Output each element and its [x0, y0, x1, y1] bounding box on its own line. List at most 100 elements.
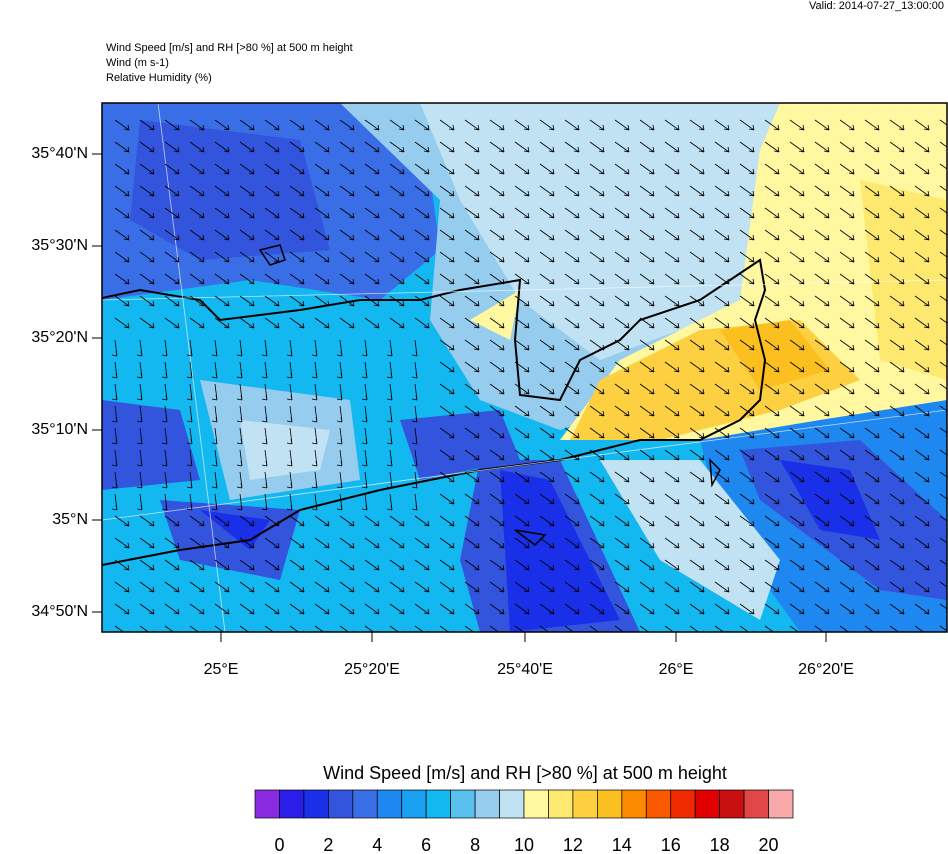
wind-arrow [114, 537, 130, 549]
wind-arrow [664, 317, 680, 329]
wind-arrow [939, 339, 947, 346]
wind-arrow [364, 559, 380, 571]
colorbar-box [719, 789, 745, 819]
wind-arrow [236, 361, 243, 379]
wind-arrow [914, 493, 930, 505]
wind-arrow [139, 251, 155, 263]
wind-arrow [514, 559, 530, 571]
wind-arrow [339, 119, 355, 131]
wind-arrow [364, 295, 380, 307]
wind-arrow [389, 273, 405, 285]
wind-arrow [864, 603, 880, 615]
wind-arrow [839, 559, 855, 571]
wind-arrow [589, 603, 605, 615]
wind-arrow [689, 515, 705, 527]
wind-arrow [411, 339, 418, 357]
wind-arrow [239, 163, 255, 175]
wind-arrow [614, 427, 630, 439]
wind-arrow [439, 449, 455, 461]
wind-arrow [514, 603, 530, 615]
colorbar-label: 10 [514, 835, 534, 854]
wind-arrow [439, 273, 455, 285]
wind-arrow [464, 251, 480, 263]
wind-arrow [264, 559, 280, 571]
wind-arrow [264, 295, 280, 307]
colorbar-box [694, 789, 720, 819]
wind-arrow [364, 581, 380, 593]
wind-arrow [639, 361, 655, 373]
wind-arrow [186, 361, 193, 379]
wind-arrow [514, 361, 530, 373]
wind-arrow [261, 361, 268, 379]
wind-arrow [489, 229, 505, 241]
wind-arrow [386, 449, 393, 467]
wind-arrow [114, 251, 130, 263]
wind-arrow [739, 163, 755, 175]
wind-arrow [864, 185, 880, 197]
wind-arrow [186, 471, 193, 489]
wind-arrow [136, 471, 143, 489]
wind-arrow [689, 603, 705, 615]
colorbar-label: 12 [563, 835, 583, 854]
wind-arrow [111, 339, 118, 357]
wind-arrow [314, 581, 330, 593]
wind-arrow [664, 449, 680, 461]
wind-arrow [714, 295, 730, 307]
wind-arrow [439, 251, 455, 263]
wind-arrow [214, 603, 230, 615]
wind-arrow [764, 119, 780, 131]
wind-arrow [489, 163, 505, 175]
wind-arrow [336, 493, 343, 511]
wind-arrow [714, 537, 730, 549]
wind-arrow [364, 185, 380, 197]
wind-arrow [214, 273, 230, 285]
wind-arrow [114, 317, 130, 329]
wind-arrow [136, 427, 143, 445]
wind-arrow [214, 559, 230, 571]
wind-arrow [414, 559, 430, 571]
wind-arrow [514, 119, 530, 131]
wind-arrow [664, 471, 680, 483]
wind-arrow [539, 471, 555, 483]
wind-arrow [689, 427, 705, 439]
wind-arrow [336, 383, 343, 401]
wind-arrow [111, 427, 118, 445]
colorbar-box [523, 789, 549, 819]
wind-arrow [539, 317, 555, 329]
wind-arrow [764, 581, 780, 593]
wind-arrow [114, 515, 130, 527]
wind-arrow [261, 383, 268, 401]
wind-arrow [414, 581, 430, 593]
wind-arrow [639, 185, 655, 197]
wind-arrow [764, 295, 780, 307]
wind-arrow [789, 537, 805, 549]
wind-arrow [739, 603, 755, 615]
wind-arrow [389, 317, 405, 329]
wind-arrow [164, 317, 180, 329]
wind-arrow [289, 207, 305, 219]
colorbar-box [328, 789, 354, 819]
colorbar-box [743, 789, 769, 819]
wind-arrow [214, 163, 230, 175]
wind-arrow [889, 119, 905, 131]
wind-arrow [939, 119, 947, 126]
wind-arrow [189, 119, 205, 131]
wind-arrow [914, 537, 930, 549]
wind-arrow [564, 405, 580, 417]
wind-arrow [889, 559, 905, 571]
wind-arrow [286, 471, 293, 489]
wind-arrow [464, 449, 480, 461]
wind-arrow [111, 405, 118, 423]
wind-arrow [339, 273, 355, 285]
wind-arrow [261, 405, 268, 423]
wind-arrow [489, 251, 505, 263]
wind-arrow [414, 515, 430, 527]
wind-arrow [464, 163, 480, 175]
wind-arrow [864, 207, 880, 219]
wind-arrow [489, 141, 505, 153]
wind-arrow [386, 383, 393, 401]
wind-arrow [489, 185, 505, 197]
wind-arrow [364, 515, 380, 527]
wind-arrow [414, 537, 430, 549]
wind-arrow [614, 515, 630, 527]
